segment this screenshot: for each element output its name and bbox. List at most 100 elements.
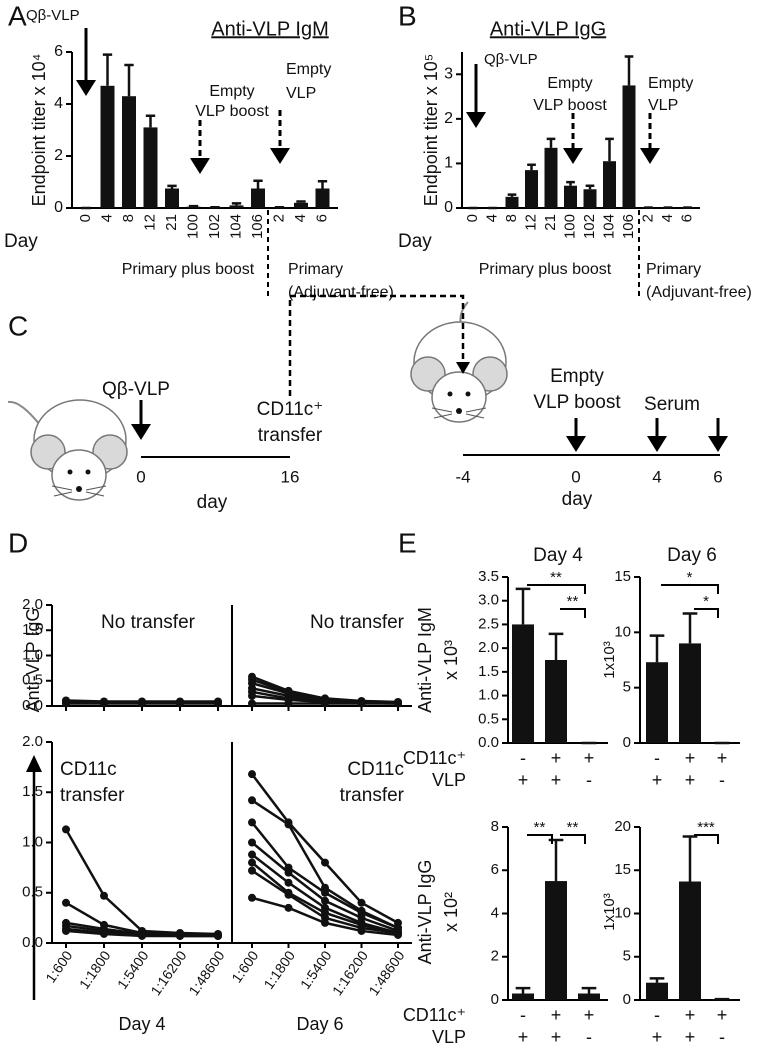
x-tick-label: 104 — [227, 214, 244, 239]
error-bar — [253, 179, 263, 189]
x-tick-label: 12 — [141, 214, 158, 231]
error-bar — [124, 63, 134, 97]
y-tick-label: 2.5 — [478, 615, 499, 632]
diagram-label: Empty — [550, 366, 604, 387]
point — [214, 699, 222, 708]
arrow-head — [456, 362, 470, 374]
diagram-label: VLP boost — [533, 392, 621, 413]
x-tick-label: 12 — [522, 214, 539, 231]
bar — [679, 881, 701, 1000]
error-bar — [317, 179, 328, 189]
connector — [288, 294, 465, 396]
group-label: Primary — [288, 261, 343, 278]
point — [357, 699, 366, 708]
arrow-head — [640, 148, 660, 164]
significance-bracket — [527, 834, 553, 844]
error-bar — [566, 180, 575, 186]
bar — [646, 982, 668, 1000]
panel-label: D — [8, 527, 28, 558]
y-tick-label: 0.0 — [22, 934, 43, 951]
y-tick-label: 0.5 — [478, 710, 499, 727]
row-sign: - — [719, 1027, 725, 1047]
bar — [165, 188, 179, 208]
annotation: VLP boost — [195, 103, 269, 120]
bar — [512, 993, 534, 1000]
point — [321, 896, 329, 905]
timeline-tick: 4 — [652, 467, 661, 486]
error-bar — [102, 53, 113, 86]
point — [284, 820, 293, 829]
annotation: Empty — [547, 75, 592, 92]
y-tick-label: 1.5 — [22, 621, 43, 638]
diagram-label: Serum — [644, 394, 700, 415]
bar — [583, 189, 597, 208]
x-axis-label: Day 4 — [118, 1014, 165, 1034]
point — [394, 699, 402, 708]
point — [248, 858, 256, 867]
bar — [679, 643, 701, 743]
y-tick-label: 15 — [614, 861, 631, 878]
point — [321, 918, 329, 927]
arrow-head — [563, 148, 583, 164]
y-tick-label: 1.5 — [22, 783, 43, 800]
y-tick-label: 0.5 — [22, 672, 43, 689]
line — [64, 828, 219, 936]
error-bar — [515, 587, 531, 625]
bar — [544, 147, 558, 208]
panel-title: No transfer — [310, 612, 405, 633]
row-sign: + — [717, 748, 728, 768]
significance-label: ** — [534, 819, 546, 836]
x-tick-label: 1:5400 — [297, 947, 335, 991]
point — [248, 699, 256, 708]
panel-title: CD11c — [60, 759, 117, 780]
annotation: Empty — [209, 83, 254, 100]
bar — [294, 202, 308, 208]
bar — [505, 196, 519, 208]
point — [357, 898, 366, 907]
row-label: CD11c⁺ — [403, 1005, 466, 1025]
timeline-tick: 6 — [713, 467, 722, 486]
error-bar — [546, 137, 556, 148]
error-bar — [682, 612, 698, 644]
x-tick-label: 1:16200 — [147, 947, 189, 998]
arrow-head — [26, 755, 42, 772]
y-tick-label: 1.0 — [22, 833, 43, 850]
y-tick-label: 5 — [623, 948, 631, 965]
row-sign: + — [685, 748, 696, 768]
panel-label: A — [8, 0, 27, 31]
y-tick-label: 1.0 — [478, 687, 499, 704]
bar — [315, 188, 330, 208]
row-label: VLP — [432, 770, 466, 790]
error-bar — [167, 184, 177, 189]
y-axis-label: x 10³ — [441, 640, 461, 680]
y-tick-label: 2.0 — [478, 639, 499, 656]
mouse — [410, 301, 508, 423]
y-tick-label: 3.5 — [478, 568, 499, 585]
panel-title: transfer — [340, 785, 405, 806]
y-tick-label: 0 — [623, 734, 631, 751]
x-tick-label: 4 — [292, 214, 309, 222]
point — [100, 891, 108, 900]
panel-label: E — [398, 527, 417, 558]
x-tick-label: 106 — [249, 214, 266, 239]
bar — [603, 161, 616, 208]
point — [248, 796, 256, 805]
x-tick-label: 4 — [98, 214, 115, 222]
significance-bracket — [694, 608, 719, 618]
error-bar — [527, 163, 536, 171]
row-sign: + — [551, 1027, 562, 1047]
x-tick-label: 1:5400 — [114, 947, 152, 991]
x-tick-label: 21 — [163, 214, 180, 231]
x-tick-label: 4 — [483, 214, 500, 222]
error-bar — [581, 986, 597, 994]
y-tick-label: 0 — [491, 991, 499, 1008]
group-label: Primary — [646, 261, 701, 278]
significance-bracket — [527, 584, 586, 594]
error-bar — [605, 137, 614, 162]
point — [321, 699, 329, 708]
panel-title: No transfer — [101, 612, 196, 633]
diagram-label: CD11c⁺ — [257, 399, 324, 420]
chart-title: Anti-VLP IgM — [211, 18, 328, 40]
annotation: Empty — [286, 61, 331, 78]
point — [248, 893, 256, 902]
